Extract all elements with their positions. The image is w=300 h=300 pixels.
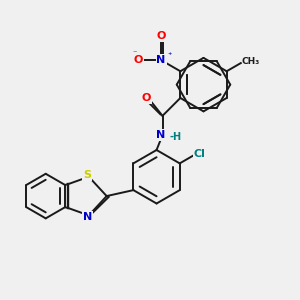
Text: O: O bbox=[142, 93, 151, 103]
Text: S: S bbox=[83, 170, 91, 180]
Text: N: N bbox=[156, 55, 166, 65]
Text: CH₃: CH₃ bbox=[242, 57, 260, 66]
Text: -H: -H bbox=[170, 132, 182, 142]
Text: ⁺: ⁺ bbox=[168, 51, 172, 60]
Text: ⁻: ⁻ bbox=[132, 49, 137, 58]
Text: N: N bbox=[83, 212, 92, 222]
Text: O: O bbox=[134, 55, 143, 65]
Text: O: O bbox=[156, 31, 166, 41]
Text: N: N bbox=[156, 130, 166, 140]
Text: Cl: Cl bbox=[194, 149, 206, 159]
